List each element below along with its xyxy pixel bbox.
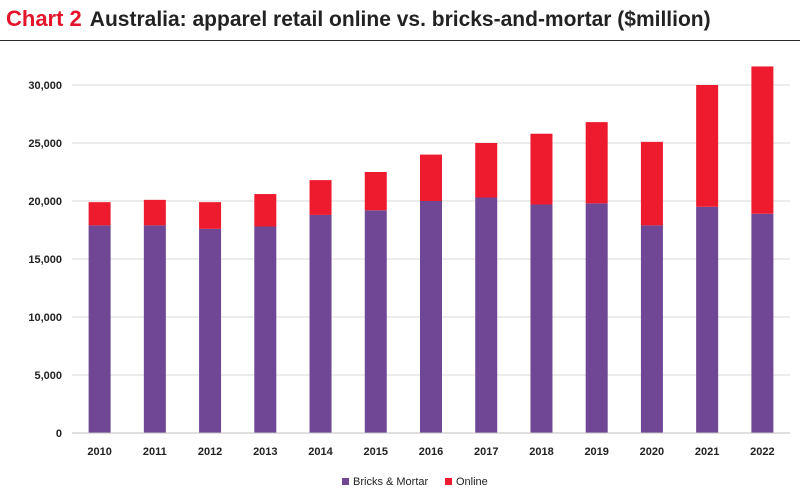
x-tick-label: 2019 (584, 446, 608, 458)
bar-online (199, 202, 222, 229)
y-tick-label: 25,000 (28, 138, 62, 150)
bar-online (696, 85, 719, 207)
bar-bricks-mortar (640, 225, 663, 433)
y-tick-label: 10,000 (28, 312, 62, 324)
x-tick-label: 2021 (695, 446, 719, 458)
bars (88, 66, 774, 433)
legend-swatch-online (445, 478, 452, 485)
stacked-bar-chart: 0 5,000 10,000 15,000 20,000 25,000 30,000 201… (28, 66, 790, 488)
x-tick-label: 2022 (750, 446, 774, 458)
x-tick-label: 2020 (640, 446, 664, 458)
bar-online (364, 172, 387, 211)
x-tick-label: 2013 (253, 446, 277, 458)
bar-online (143, 199, 166, 226)
bar-bricks-mortar (530, 204, 553, 433)
legend: Bricks & Mortar Online (342, 476, 488, 488)
legend-label-online: Online (456, 476, 488, 488)
y-tick-label: 30,000 (28, 80, 62, 92)
legend-swatch-bricks-mortar (342, 478, 349, 485)
bar-bricks-mortar (199, 228, 222, 433)
y-tick-label: 0 (56, 428, 62, 440)
chart-number: Chart 2 (6, 6, 82, 31)
y-tick-label: 20,000 (28, 196, 62, 208)
legend-label-bricks-mortar: Bricks & Mortar (353, 476, 429, 488)
chart-title-row: Chart 2 Australia: apparel retail online… (6, 6, 711, 36)
y-tick-label: 5,000 (34, 370, 62, 382)
title-divider (0, 40, 800, 41)
x-tick-label: 2012 (198, 446, 222, 458)
bar-bricks-mortar (88, 225, 111, 433)
bar-bricks-mortar (143, 225, 166, 433)
x-tick-label: 2017 (474, 446, 498, 458)
bar-online (530, 133, 553, 205)
bar-bricks-mortar (420, 201, 442, 433)
x-tick-label: 2014 (308, 446, 333, 458)
bar-bricks-mortar (696, 206, 719, 433)
bar-online (420, 154, 442, 201)
y-tick-label: 15,000 (28, 254, 62, 266)
y-axis: 0 5,000 10,000 15,000 20,000 25,000 30,000 (28, 80, 62, 440)
x-tick-label: 2011 (143, 446, 167, 458)
bar-online (475, 143, 498, 198)
x-tick-label: 2016 (419, 446, 443, 458)
chart-title: Australia: apparel retail online vs. bri… (89, 8, 711, 31)
x-tick-label: 2010 (87, 446, 111, 458)
bar-bricks-mortar (585, 203, 608, 433)
bar-online (640, 141, 663, 226)
bar-bricks-mortar (309, 214, 332, 433)
bar-online (309, 180, 332, 215)
bar-online (254, 194, 277, 227)
x-tick-label: 2015 (364, 446, 388, 458)
bar-bricks-mortar (751, 213, 774, 433)
x-tick-label: 2018 (529, 446, 553, 458)
bar-online (585, 122, 608, 204)
x-axis: 2010 2011 2012 2013 2014 2015 2016 2017 2018 2019… (72, 432, 790, 458)
bar-online (88, 202, 111, 226)
bar-online (751, 66, 774, 214)
bar-bricks-mortar (364, 210, 387, 433)
bar-bricks-mortar (254, 226, 277, 433)
bar-bricks-mortar (475, 197, 498, 433)
